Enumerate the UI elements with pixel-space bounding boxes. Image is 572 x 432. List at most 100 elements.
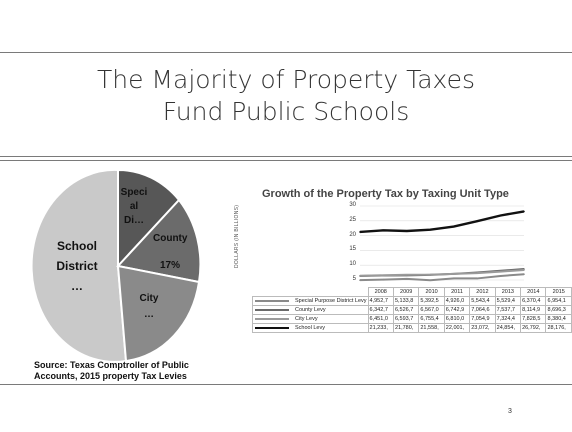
data-table-body: 2008 2009 2010 2011 2012 2013 2014 2015 Special …	[252, 287, 572, 333]
table-cell: 6,954,1	[545, 296, 572, 306]
chart-series-lines	[359, 210, 525, 282]
table-cell: 8,696,3	[545, 305, 572, 315]
pie-label-school-line1: School	[56, 239, 97, 253]
table-header-year: 2010	[418, 287, 445, 297]
data-point-special-purpose-district-levy-2010	[406, 278, 408, 280]
table-cell: 5,529,4	[494, 296, 522, 306]
table-row: School Levy 21,233, 21,780, 21,558, 22,001, 2…	[252, 323, 572, 333]
table-header-year: 2013	[494, 287, 522, 297]
table-cell: 21,780,	[392, 323, 420, 333]
pie-label-city-line2: …	[144, 309, 154, 320]
data-point-school-levy-2013	[476, 220, 478, 223]
source-note: Source: Texas Comptroller of Public Acco…	[34, 360, 189, 382]
title-divider-bottom	[0, 160, 572, 161]
data-point-school-levy-2009	[382, 229, 385, 232]
y-tick-label-15: 15	[349, 246, 356, 253]
data-point-special-purpose-district-levy-2008	[359, 279, 361, 281]
table-header-year: 2009	[392, 287, 420, 297]
table-cell: 6,342,7	[367, 305, 394, 315]
data-point-city-levy-2008	[359, 274, 361, 277]
chart-title: Growth of the Property Tax by Taxing Uni…	[262, 188, 509, 200]
pie-slice-city	[116, 264, 201, 363]
table-cell: 21,558,	[418, 323, 445, 333]
table-cell: 21,233,	[367, 323, 394, 333]
table-row: City Levy 6,451,0 6,593,7 6,755,4 6,810,0 7,0…	[252, 314, 572, 324]
y-tick-label-10: 10	[349, 261, 356, 268]
pie-label-special-district: Speci al Di…	[120, 186, 148, 228]
bottom-rule	[0, 384, 572, 385]
series-name: City Levy	[295, 316, 318, 322]
pie-label-school-district: School District …	[52, 236, 102, 296]
data-point-school-levy-2008	[359, 231, 361, 233]
table-cell: 24,854,	[494, 323, 522, 333]
pie-label-county-percent: 17%	[160, 260, 181, 271]
pie-label-special-line1: Speci	[120, 187, 148, 198]
y-tick-label-30: 30	[349, 202, 356, 208]
table-header-row: 2008 2009 2010 2011 2012 2013 2014 2015	[253, 287, 572, 297]
table-header-year: 2014	[520, 287, 547, 297]
table-cell: 7,324,4	[494, 314, 522, 324]
table-header-year: 2011	[443, 287, 471, 297]
table-cell: 6,370,4	[520, 296, 547, 306]
table-header-year: 2015	[545, 287, 572, 297]
data-point-special-purpose-district-levy-2012	[452, 277, 455, 280]
series-name: County Levy	[295, 307, 326, 313]
title-divider-top	[0, 156, 572, 157]
table-cell: 6,567,0	[418, 305, 445, 315]
series-line-special-purpose-district-levy	[359, 273, 525, 282]
pie-label-city: City …	[136, 291, 162, 323]
data-point-school-levy-2012	[452, 225, 455, 228]
data-point-city-levy-2014	[499, 270, 502, 273]
source-line-2: Accounts, 2015 property Tax Levies	[34, 371, 187, 381]
slide-title: The Majority of Property Taxes Fund Publ…	[0, 64, 572, 128]
data-point-school-levy-2014	[499, 214, 502, 217]
table-cell: 6,593,7	[392, 314, 420, 324]
series-line-school-levy	[359, 210, 525, 234]
series-name: School Levy	[295, 325, 325, 331]
table-header-blank	[253, 288, 369, 297]
table-cell: 5,392,5	[418, 296, 445, 306]
y-tick-label-25: 25	[349, 216, 356, 223]
pie-label-special-line2: al	[129, 201, 139, 212]
table-cell: 22,001,	[443, 323, 471, 333]
page-number: 3	[508, 408, 512, 415]
pie-label-county: County	[153, 233, 188, 244]
table-cell: 7,054,9	[469, 314, 496, 324]
data-point-city-levy-2011	[429, 273, 432, 276]
table-cell: 5,133,8	[392, 296, 420, 306]
data-point-school-levy-2015	[523, 210, 525, 213]
data-point-special-purpose-district-levy-2014	[499, 275, 502, 277]
pie-label-school-line3: …	[71, 279, 83, 293]
table-header-year: 2012	[469, 287, 496, 297]
table-header-year: 2008	[367, 287, 394, 297]
pie-slice-special-district	[117, 168, 181, 269]
data-table: 2008 2009 2010 2011 2012 2013 2014 2015 Special …	[252, 287, 572, 333]
table-cell: 6,742,9	[443, 305, 471, 315]
table-row-label: School Levy	[252, 323, 369, 333]
table-cell: 7,537,7	[494, 305, 522, 315]
y-tick-label-5: 5	[352, 276, 356, 282]
table-row: Special Purpose District Levy 4,952,7 5,13…	[252, 296, 572, 306]
data-point-special-purpose-district-levy-2009	[382, 278, 385, 281]
table-row-label: City Levy	[252, 314, 369, 324]
table-cell: 5,543,4	[469, 296, 496, 306]
data-point-city-levy-2010	[406, 274, 408, 276]
data-point-school-levy-2010	[406, 230, 408, 232]
data-point-city-levy-2015	[523, 269, 525, 271]
title-line-1: The Majority of Property Taxes	[96, 65, 475, 94]
table-cell: 26,792,	[520, 323, 547, 333]
pie-slice-school-district	[30, 168, 128, 363]
y-tick-label-20: 20	[349, 231, 356, 238]
data-point-city-levy-2013	[476, 272, 478, 274]
data-point-special-purpose-district-levy-2015	[523, 273, 525, 276]
table-cell: 8,114,9	[520, 305, 547, 315]
table-cell: 6,451,0	[367, 314, 394, 324]
series-name: Special Purpose District Levy	[295, 298, 367, 304]
pie-label-school-line2: District	[56, 259, 98, 273]
table-cell: 7,064,6	[469, 305, 496, 315]
table-cell: 4,952,7	[367, 296, 394, 306]
source-line-1: Source: Texas Comptroller of Public	[34, 360, 189, 370]
legend-swatch	[255, 300, 289, 302]
